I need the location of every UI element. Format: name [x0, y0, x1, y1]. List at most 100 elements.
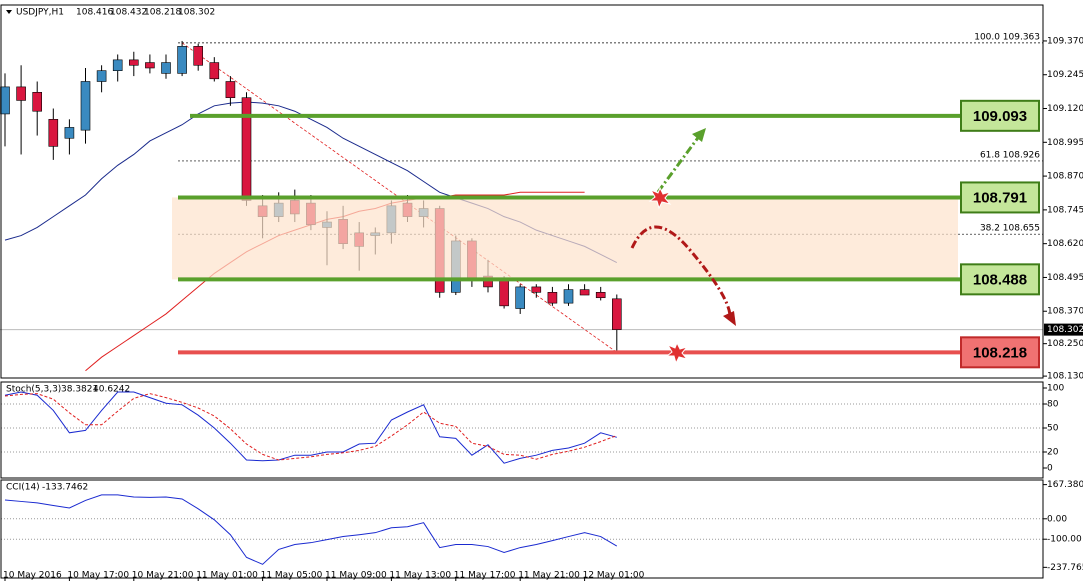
y-tick-label: 109.120 — [1047, 104, 1083, 114]
y-tick-label: -237.7654 — [1047, 563, 1083, 573]
candle-body — [145, 62, 155, 69]
level-label: 109.093 — [973, 108, 1027, 125]
y-tick-label: 167.3807 — [1047, 480, 1083, 490]
candle-body — [177, 46, 187, 74]
cci-frame — [0, 479, 1044, 579]
candle-body — [16, 86, 26, 101]
x-tick-label: 10 May 21:00 — [132, 571, 194, 581]
candle-body — [193, 46, 203, 66]
x-tick-label: 11 May 09:00 — [325, 571, 387, 581]
cci-header: CCI(14) -133.7462 — [6, 483, 88, 493]
y-tick-label: 100 — [1047, 384, 1064, 394]
y-tick-label: 80 — [1047, 400, 1059, 410]
header-arrow — [6, 10, 12, 14]
header-low: 108.218 — [144, 8, 181, 18]
y-tick-label: 108.130 — [1047, 372, 1083, 382]
stoch-name: Stoch(5,3,3) — [6, 385, 61, 395]
header-close: 108.302 — [178, 8, 215, 18]
candle-body — [32, 92, 43, 112]
x-tick-label: 11 May 21:00 — [518, 571, 580, 581]
y-tick-label: 108.250 — [1047, 339, 1083, 349]
y-tick-label: 20 — [1047, 448, 1059, 458]
y-tick-label: 0 — [1047, 464, 1053, 474]
candle-body — [96, 70, 107, 82]
y-tick-label: 50 — [1047, 424, 1059, 434]
cci-line — [4, 494, 618, 565]
y-tick-label: 109.370 — [1047, 36, 1083, 46]
x-tick-label: 10 May 17:00 — [67, 571, 129, 581]
candle-body — [547, 292, 558, 304]
candle-body — [515, 286, 526, 309]
candle-body — [48, 119, 59, 147]
level-box — [960, 99, 1040, 132]
stoch-main: 38.3821 — [61, 385, 98, 395]
level-box — [960, 336, 1040, 369]
candle-body — [499, 278, 509, 307]
stoch-signal: 40.6242 — [93, 385, 130, 395]
x-tick-label: 11 May 05:00 — [261, 571, 323, 581]
fib-value: 108.926 — [1003, 150, 1040, 160]
stoch-header: Stoch(5,3,3) 38.3821 40.6242 — [6, 385, 130, 395]
header: USDJPY,H1 108.416 108.432 108.218 108.30… — [16, 8, 215, 18]
x-tick-label: 10 May 2016 — [3, 571, 62, 581]
burst — [648, 186, 672, 210]
candle-body — [129, 59, 139, 66]
level-label: 108.218 — [973, 344, 1027, 361]
header-high: 108.432 — [110, 8, 147, 18]
up-arrow-head — [692, 128, 706, 142]
candle-body — [241, 97, 252, 201]
candle-body — [595, 292, 606, 299]
candle-body — [209, 62, 220, 80]
y-tick-label: 108.870 — [1047, 172, 1083, 182]
stoch-line — [4, 391, 617, 464]
y-tick-label: 108.620 — [1047, 239, 1083, 249]
y-tick-label: 0.00 — [1047, 514, 1067, 524]
candle-body — [579, 289, 590, 296]
x-tick-label: 11 May 17:00 — [454, 571, 516, 581]
burst — [665, 341, 689, 365]
fib-ratio: 100.0 — [974, 32, 1000, 42]
fib-ratio: 38.2 — [980, 224, 1000, 234]
price-tag — [1044, 323, 1083, 336]
price-tag-label: 108.302 — [1047, 325, 1083, 335]
y-tick-label: 108.370 — [1047, 307, 1083, 317]
header-open: 108.416 — [76, 8, 113, 18]
candle-body — [0, 86, 10, 115]
level-label: 108.791 — [973, 189, 1027, 206]
fib-value: 109.363 — [1003, 32, 1040, 42]
y-tick-label: 108.745 — [1047, 205, 1083, 215]
fib-ratio: 61.8 — [980, 150, 1000, 160]
y-tick-label: -100.00 — [1047, 535, 1082, 545]
y-tick-label: 108.495 — [1047, 273, 1083, 283]
y-tick-label: 108.995 — [1047, 138, 1083, 148]
candle-body — [225, 81, 236, 99]
x-tick-label: 11 May 13:00 — [389, 571, 451, 581]
level-label: 108.488 — [973, 271, 1027, 288]
symbol-title: USDJPY,H1 — [16, 8, 64, 18]
candle-body — [112, 59, 123, 71]
candle-body — [611, 298, 622, 330]
annotations — [630, 128, 736, 365]
cci-name: CCI(14) — [6, 483, 40, 493]
x-tick-label: 11 May 01:00 — [196, 571, 258, 581]
y-tick-label: 109.245 — [1047, 70, 1083, 80]
down-arrow-head — [723, 311, 736, 326]
x-tick-label: 12 May 01:00 — [583, 571, 645, 581]
up-arrow — [656, 134, 702, 193]
candle-body — [80, 81, 91, 131]
candle-body — [531, 286, 542, 293]
main-frame — [0, 4, 1044, 379]
candle-body — [64, 127, 75, 139]
cci-value: -133.7462 — [42, 483, 88, 493]
candle-body — [563, 289, 574, 304]
down-arrow — [630, 225, 732, 316]
plot-layer: 109.370 109.245 109.120 108.995 108.870 108.7… — [0, 32, 1083, 581]
zone — [172, 197, 958, 280]
stoch-frame — [0, 381, 1044, 479]
level-box — [960, 181, 1040, 214]
fib-value: 108.655 — [1003, 224, 1040, 234]
level-box — [960, 263, 1040, 296]
candle-body — [161, 62, 171, 74]
